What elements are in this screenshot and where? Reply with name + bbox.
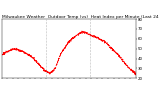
Text: Milwaukee Weather  Outdoor Temp (vs)  Heat Index per Minute (Last 24 Hours): Milwaukee Weather Outdoor Temp (vs) Heat… <box>2 15 160 19</box>
